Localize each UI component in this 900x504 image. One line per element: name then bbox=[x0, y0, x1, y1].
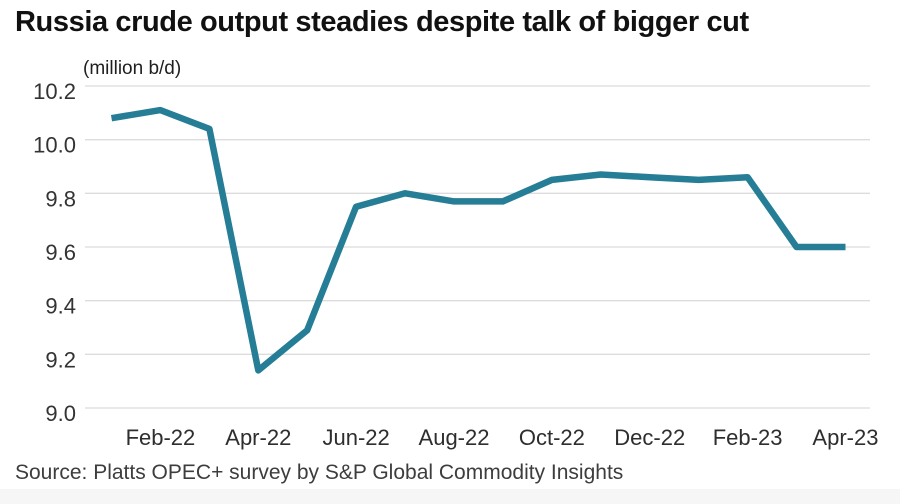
units-label: (million b/d) bbox=[83, 58, 182, 79]
y-axis-tick-label: 9.8 bbox=[45, 186, 76, 211]
y-axis-tick-label: 9.0 bbox=[45, 401, 76, 426]
y-axis-tick-label: 9.2 bbox=[45, 347, 76, 372]
chart-title: Russia crude output steadies despite tal… bbox=[15, 6, 749, 38]
y-axis-tick-label: 10.2 bbox=[33, 79, 76, 104]
data-series-line bbox=[110, 106, 846, 374]
x-axis-tick-label: Apr-22 bbox=[225, 425, 291, 450]
y-axis-tick-label: 10.0 bbox=[33, 133, 76, 158]
y-axis-tick-label: 9.4 bbox=[45, 294, 76, 319]
y-axis-tick-label: 9.6 bbox=[45, 240, 76, 265]
bottom-strip bbox=[0, 489, 900, 504]
x-axis-tick-label: Jun-22 bbox=[323, 425, 390, 450]
x-axis-tick-label: Aug-22 bbox=[419, 425, 490, 450]
x-axis-tick-label: Feb-22 bbox=[126, 425, 196, 450]
x-axis-tick-label: Feb-23 bbox=[713, 425, 783, 450]
x-axis-tick-label: Dec-22 bbox=[614, 425, 685, 450]
source-text: Source: Platts OPEC+ survey by S&P Globa… bbox=[15, 461, 624, 484]
x-axis-tick-label: Oct-22 bbox=[519, 425, 585, 450]
x-axis-tick-label: Apr-23 bbox=[812, 425, 878, 450]
